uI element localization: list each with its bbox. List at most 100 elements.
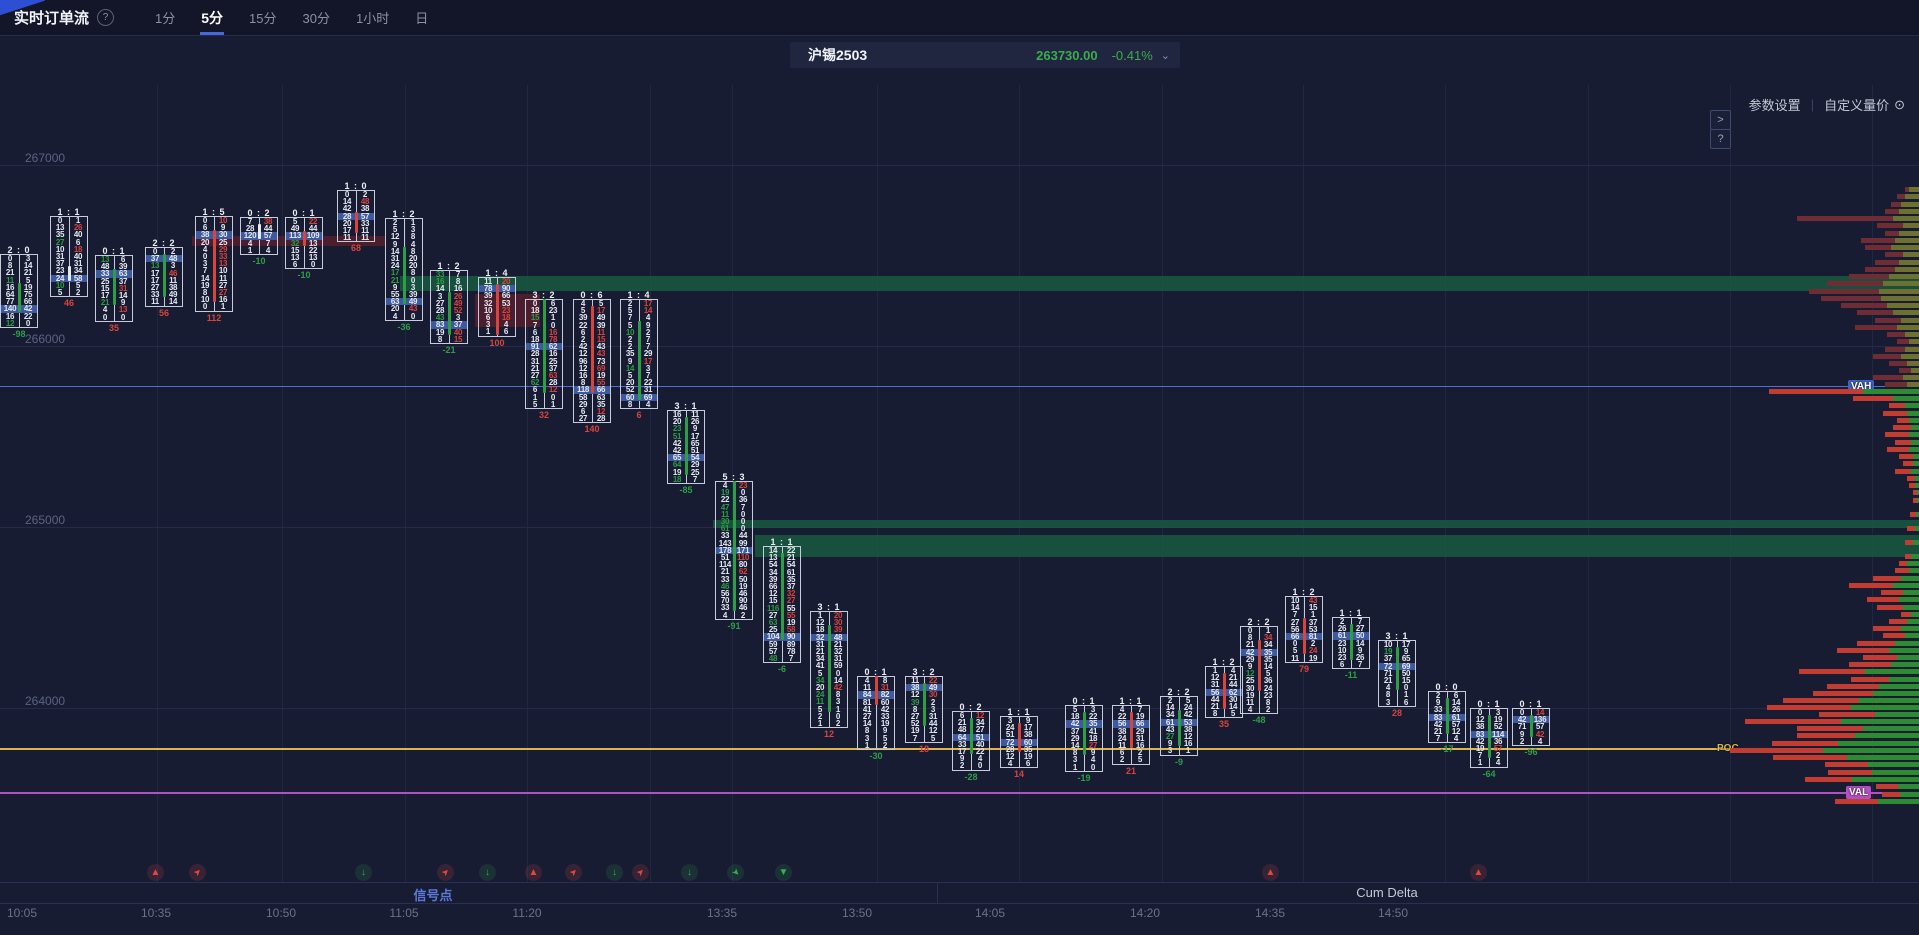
profile-sell-segment — [1849, 274, 1889, 279]
bid-volume-cell: 11 — [721, 509, 729, 519]
profile-bar — [1745, 719, 1919, 724]
vertical-gridline — [1588, 85, 1589, 882]
bid-volume-cell: 61 — [720, 524, 730, 534]
tab-15分[interactable]: 15分 — [249, 11, 277, 26]
ask-volume-cell: 5 — [930, 733, 936, 743]
profile-buy-segment — [1865, 669, 1919, 674]
tab-5分[interactable]: 5分 — [188, 0, 236, 35]
bid-volume-cell: 0 — [202, 216, 208, 225]
tab-30分[interactable]: 30分 — [302, 11, 330, 26]
bid-volume-cell: 18 — [815, 625, 825, 635]
bid-volume-cell: 51 — [720, 553, 730, 562]
bid-volume-cell: 58 — [578, 392, 588, 402]
footprint-candle[interactable]: 0 10 6 9 38 30 20 25 4 29 0 33 3 13 7 10 14 11 19 27 8 27 10 16… — [195, 216, 233, 312]
vertical-gridline — [1872, 85, 1873, 882]
signal-marker[interactable]: ▲ — [147, 864, 164, 881]
candle-body-bar — [875, 676, 878, 705]
signal-marker[interactable]: ▲ — [525, 864, 542, 881]
profile-buy-segment — [1917, 498, 1919, 503]
bid-volume-cell: 118 — [576, 385, 589, 395]
vertical-gridline — [282, 85, 283, 882]
bid-volume-cell: 21 — [530, 363, 540, 373]
footprint-row: 19 12 — [906, 726, 942, 736]
tab-1分[interactable]: 1分 — [155, 11, 176, 26]
chevron-down-icon[interactable]: ⌄ — [1160, 49, 1170, 62]
bid-volume-cell: 48 — [768, 654, 778, 663]
ask-volume-cell: 99 — [738, 538, 748, 548]
bid-volume-cell: 32 — [483, 298, 493, 308]
bid-volume-cell: 0 — [1477, 708, 1483, 717]
bid-volume-cell: 114 — [718, 560, 731, 570]
footprint-row: 11 31 — [858, 684, 894, 692]
profile-bar — [1885, 209, 1919, 214]
signal-marker[interactable]: ➤ — [565, 864, 582, 881]
parameter-settings-link[interactable]: 参数设置 — [1748, 98, 1801, 113]
profile-buy-segment — [1855, 733, 1919, 738]
signal-marker[interactable]: ▲ — [1470, 864, 1487, 881]
footprint-row: 51 110 — [716, 553, 752, 562]
profile-bar — [1813, 691, 1919, 696]
ask-volume-cell: 30 — [928, 690, 938, 700]
panel-help-button[interactable]: ? — [1710, 129, 1731, 149]
horizontal-gridline — [0, 165, 1919, 166]
footprint-candle[interactable]: 0 1 13 26 35 40 27 6 10 18 31 40 37 31 23 34 24 58 10 5 5 2 — [50, 216, 88, 298]
signal-marker[interactable]: ➤ — [189, 864, 206, 881]
footprint-row: 12 30 — [811, 618, 847, 628]
footprint-candle[interactable]: 0 3 12 19 38 52 83 114 42 36 19 57 7 2 1 4 — [1470, 708, 1508, 768]
footprint-row: 27 6 — [51, 238, 87, 246]
ask-volume-cell: 60 — [880, 697, 890, 707]
ask-volume-cell: 27 — [975, 725, 985, 735]
signal-marker[interactable]: ▲ — [1262, 864, 1279, 881]
profile-sell-segment — [1877, 605, 1903, 610]
signal-marker[interactable]: ↓ — [606, 864, 623, 881]
bid-volume-cell: 2 — [627, 342, 633, 352]
expand-panel-button[interactable]: > — [1710, 110, 1731, 130]
ask-volume-cell: 13 — [218, 259, 228, 269]
candle-delta-footer: -85 — [679, 485, 693, 495]
profile-buy-segment — [1911, 612, 1919, 617]
signal-strip-divider — [0, 882, 1919, 883]
tab-日[interactable]: 日 — [415, 11, 429, 26]
ask-volume-cell: 73 — [596, 356, 606, 366]
profile-sell-segment — [1903, 461, 1913, 466]
ask-volume-cell: 38 — [1183, 724, 1193, 734]
signal-pane-label[interactable]: 信号点 — [413, 888, 453, 903]
profile-bar — [1881, 590, 1919, 595]
signal-marker[interactable]: ↓ — [681, 864, 698, 881]
candle-body-bar — [355, 211, 358, 234]
footprint-row: 6 16 — [526, 328, 562, 336]
footprint-row: 17 11 — [338, 226, 374, 234]
ask-volume-cell: 12 — [928, 726, 938, 736]
bid-volume-cell: 12 — [5, 318, 15, 328]
bid-volume-cell: 8 — [437, 334, 443, 344]
signal-marker[interactable]: ➤ — [632, 864, 649, 881]
profile-buy-segment — [1898, 784, 1919, 789]
footprint-row: 10 43 — [1286, 596, 1322, 604]
title-help-icon[interactable]: ? — [97, 9, 115, 26]
bid-volume-cell: 1 — [1477, 758, 1483, 768]
signal-marker[interactable]: ➤ — [437, 864, 454, 881]
ask-volume-cell: 2 — [835, 719, 841, 728]
signal-marker[interactable]: ↓ — [479, 864, 496, 881]
ask-volume-cell: 38 — [360, 204, 370, 214]
signal-marker[interactable]: ➤ — [727, 864, 744, 881]
signal-marker[interactable]: ▼ — [775, 864, 792, 881]
bid-volume-cell: 52 — [910, 719, 920, 729]
gear-icon[interactable]: ⊙ — [1894, 96, 1905, 112]
profile-sell-segment — [1827, 281, 1883, 286]
tab-1小时[interactable]: 1小时 — [355, 11, 390, 26]
custom-volume-price-link[interactable]: 自定义量价 — [1824, 98, 1890, 113]
signal-marker[interactable]: ↓ — [355, 864, 372, 881]
cum-delta-label[interactable]: Cum Delta — [1356, 885, 1418, 900]
ask-volume-cell: 30 — [833, 618, 843, 628]
profile-buy-segment — [1899, 209, 1919, 214]
instrument-bar[interactable]: 沪锡2503 263730.00 -0.41% ⌄ — [790, 42, 1180, 68]
bid-volume-cell: 64 — [5, 290, 15, 299]
vertical-gridline — [1019, 85, 1020, 882]
footprint-candle[interactable]: 11 20 78 90 39 66 32 53 10 23 6 18 3 4 1 6 — [478, 277, 516, 337]
bid-volume-cell: 13 — [55, 223, 65, 233]
profile-bar — [1861, 238, 1919, 243]
